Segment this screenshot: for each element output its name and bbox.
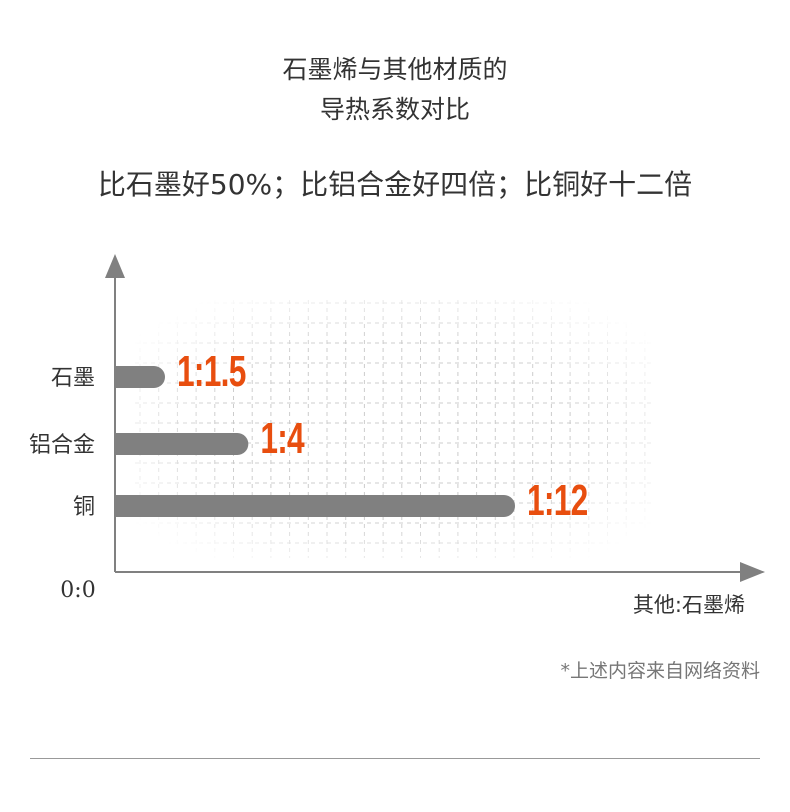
- divider: [30, 758, 760, 759]
- data-label: 1:1.5: [177, 347, 246, 396]
- data-label: 1:12: [527, 476, 588, 525]
- chart-subtitle: 比石墨好50%；比铝合金好四倍；比铜好十二倍: [97, 168, 693, 201]
- x-axis-arrow-icon: [740, 562, 765, 582]
- bar-chart: 石墨 1:1.5 铝合金 1:4 铜 1:12 0:0 其他:石墨烯: [29, 254, 765, 617]
- bar: [115, 433, 249, 455]
- category-label: 铝合金: [29, 433, 95, 458]
- x-axis-label: 其他:石墨烯: [633, 593, 745, 617]
- bar: [115, 366, 165, 388]
- bar: [115, 495, 515, 517]
- origin-label: 0:0: [60, 578, 95, 603]
- category-label: 铜: [73, 495, 95, 520]
- bars: 石墨 1:1.5 铝合金 1:4 铜 1:12: [29, 347, 588, 525]
- category-label: 石墨: [51, 366, 95, 391]
- data-label: 1:4: [260, 414, 305, 463]
- source-note: *上述内容来自网络资料: [560, 660, 760, 682]
- chart-title-line-2: 导热系数对比: [319, 95, 470, 124]
- y-axis-arrow-icon: [105, 254, 125, 278]
- chart-title-line-1: 石墨烯与其他材质的: [282, 55, 508, 84]
- axes: [105, 254, 765, 582]
